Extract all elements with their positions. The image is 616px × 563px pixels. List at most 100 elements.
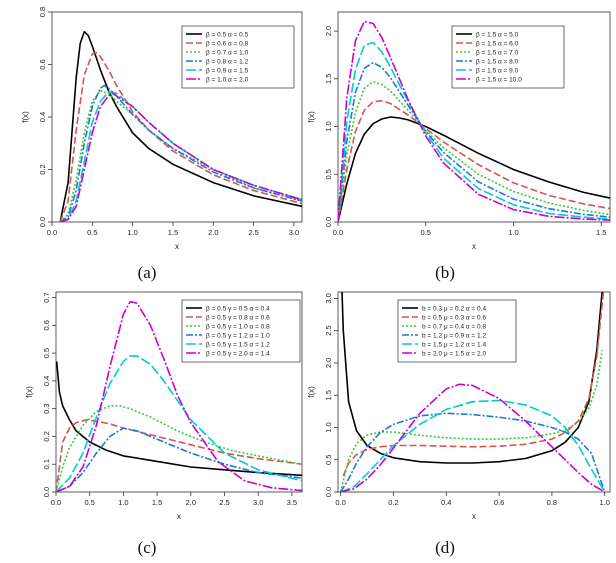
x-tick-label-b: 0.5 [421,228,431,237]
series-line-d-3 [339,349,603,492]
series-line-a-2 [59,51,302,222]
series-line-d-6 [340,383,606,492]
x-axis-label-d: x [472,512,476,521]
x-tick-label-c: 2.5 [219,498,229,507]
x-tick-label-c: 2.0 [186,498,196,507]
y-tick-label-c: 0.2 [42,431,51,441]
legend-box-c [181,299,301,363]
x-tick-label-a: 0.0 [47,228,57,237]
legend-label-b-3: β = 1.5 α = 7.0 [476,50,519,57]
series-line-d-5 [340,399,606,492]
x-tick-label-b: 1.5 [596,228,606,237]
legend-label-c-1: β = 0.5 γ = 0.5 α = 0.4 [206,306,270,313]
x-tick-label-a: 0.5 [87,228,97,237]
x-tick-label-d: 0.4 [441,498,451,507]
y-axis-label-b: f(x) [308,111,316,123]
y-tick-label-d: 2.0 [324,358,333,368]
series-line-a-6 [59,92,302,222]
chart-panel-d: 0.0 0.2 0.4 0.6 0.8 1.0 0.0 0.5 1.0 1.5 2.0 2.5 3.0 x… [308,291,611,521]
x-tick-label-a: 1.5 [168,228,178,237]
series-line-c-2 [56,419,302,492]
plot-frame-c [55,291,303,493]
legend-label-d-4: b = 1.2 μ = 0.9 α = 1.2 [422,333,486,340]
series-line-c-4 [56,427,302,492]
y-axis-label-a: f(x) [21,111,30,123]
x-axis-label-c: x [177,512,181,521]
legend-label-a-4: β = 0.8 α = 1.2 [206,59,249,66]
x-tick-label-a: 3.0 [289,228,299,237]
chart-panel-a: 0.0 0.5 1.0 1.5 2.0 2.5 3.0 0.0 0.2 0.4 0.6 0.8 x f(x… [21,7,303,251]
x-tick-label-c: 0.5 [84,498,94,507]
series-line-c-1 [56,361,302,477]
legend-label-a-5: β = 0.9 α = 1.5 [206,68,249,75]
legend-label-b-4: β = 1.5 α = 8.0 [476,59,519,66]
y-axis-label-c: f(x) [25,386,34,398]
series-line-a-5 [59,91,302,222]
legend-label-c-2: β = 0.5 γ = 0.8 α = 0.6 [206,315,270,322]
y-tick-label-d: 1.5 [324,390,333,400]
y-tick-label-c: 0.4 [42,376,51,386]
x-axis-label-a: x [175,242,179,251]
y-tick-label-b: 0.0 [324,217,333,227]
legend-label-d-2: b = 0.5 μ = 0.3 α = 0.6 [422,315,486,322]
y-tick-label-d: 3.0 [324,293,333,303]
y-tick-label-c: 0.6 [42,320,51,330]
legend-label-c-6: β = 0.5 γ = 2.0 α = 1.4 [206,351,270,358]
legend-label-d-3: b = 0.7 μ = 0.4 α = 0.8 [422,324,486,331]
y-tick-label-b: 1.0 [324,121,333,131]
x-axis-label-b: x [472,242,476,251]
caption-c: (c) [137,538,157,557]
x-tick-label-c: 1.0 [118,498,128,507]
x-tick-label-a: 2.0 [208,228,218,237]
series-line-c-6 [56,300,302,492]
y-tick-label-d: 0.5 [324,455,333,465]
caption-d: (d) [435,538,455,557]
x-tick-label-d: 0.2 [388,498,398,507]
caption-b: (b) [435,263,455,282]
legend-label-d-5: b = 1.5 μ = 1.2 α = 1.4 [422,342,486,349]
legend-label-c-3: β = 0.5 γ = 1.0 α = 0.8 [206,324,270,331]
legend-label-c-5: β = 0.5 γ = 1.5 α = 1.2 [206,342,270,349]
series-line-b-4 [338,61,610,222]
y-tick-label-c: 0.7 [42,292,51,302]
y-axis-label-d: f(x) [308,386,316,398]
y-tick-label-d: 2.5 [324,325,333,335]
x-tick-label-c: 1.5 [152,498,162,507]
chart-panel-c: 0.0 0.5 1.0 1.5 2.0 2.5 3.0 3.5 0.0 0.1 0.2 0.3 0.4 0… [25,291,303,521]
series-line-d-1 [341,292,604,464]
legend-label-b-2: β = 1.5 α = 6.0 [476,41,519,48]
series-line-b-2 [338,100,610,222]
caption-a: (a) [137,263,157,282]
y-tick-label-d: 0.0 [324,487,333,497]
series-line-c-5 [56,355,302,492]
plot-frame-b [337,11,611,223]
legend-box-b [451,25,565,89]
legend-label-b-6: β = 1.5 α = 10.0 [476,77,522,84]
series-line-b-6 [338,20,610,222]
y-tick-label-c: 0.3 [42,403,51,413]
x-tick-label-c: 3.5 [287,498,297,507]
legend-label-d-1: b = 0.3 μ = 0.2 α = 0.4 [422,306,486,313]
x-tick-label-c: 0.0 [51,498,61,507]
series-line-d-4 [339,412,606,492]
x-tick-label-d: 0.0 [335,498,345,507]
series-line-a-1 [59,30,302,222]
x-tick-label-d: 1.0 [599,498,609,507]
legend-box-a [181,25,295,89]
y-tick-label-b: 0.5 [324,169,333,179]
legend-label-a-2: β = 0.6 α = 0.8 [206,41,249,48]
x-tick-label-b: 1.0 [508,228,518,237]
series-line-b-5 [338,41,610,222]
x-tick-label-a: 1.0 [127,228,137,237]
y-tick-label-c: 0.5 [42,348,51,358]
legend-label-c-4: β = 0.5 γ = 1.2 α = 1.0 [206,333,270,340]
y-tick-label-b: 2.0 [324,26,333,36]
series-line-c-3 [56,405,302,492]
legend-label-a-6: β = 1.0 α = 2.0 [206,77,249,84]
x-tick-label-b: 0.0 [333,228,343,237]
y-tick-label-c: 0.1 [42,459,51,469]
x-tick-label-c: 3.0 [253,498,263,507]
y-tick-label-c: 0.0 [42,487,51,497]
legend-label-a-3: β = 0.7 α = 1.0 [206,50,249,57]
